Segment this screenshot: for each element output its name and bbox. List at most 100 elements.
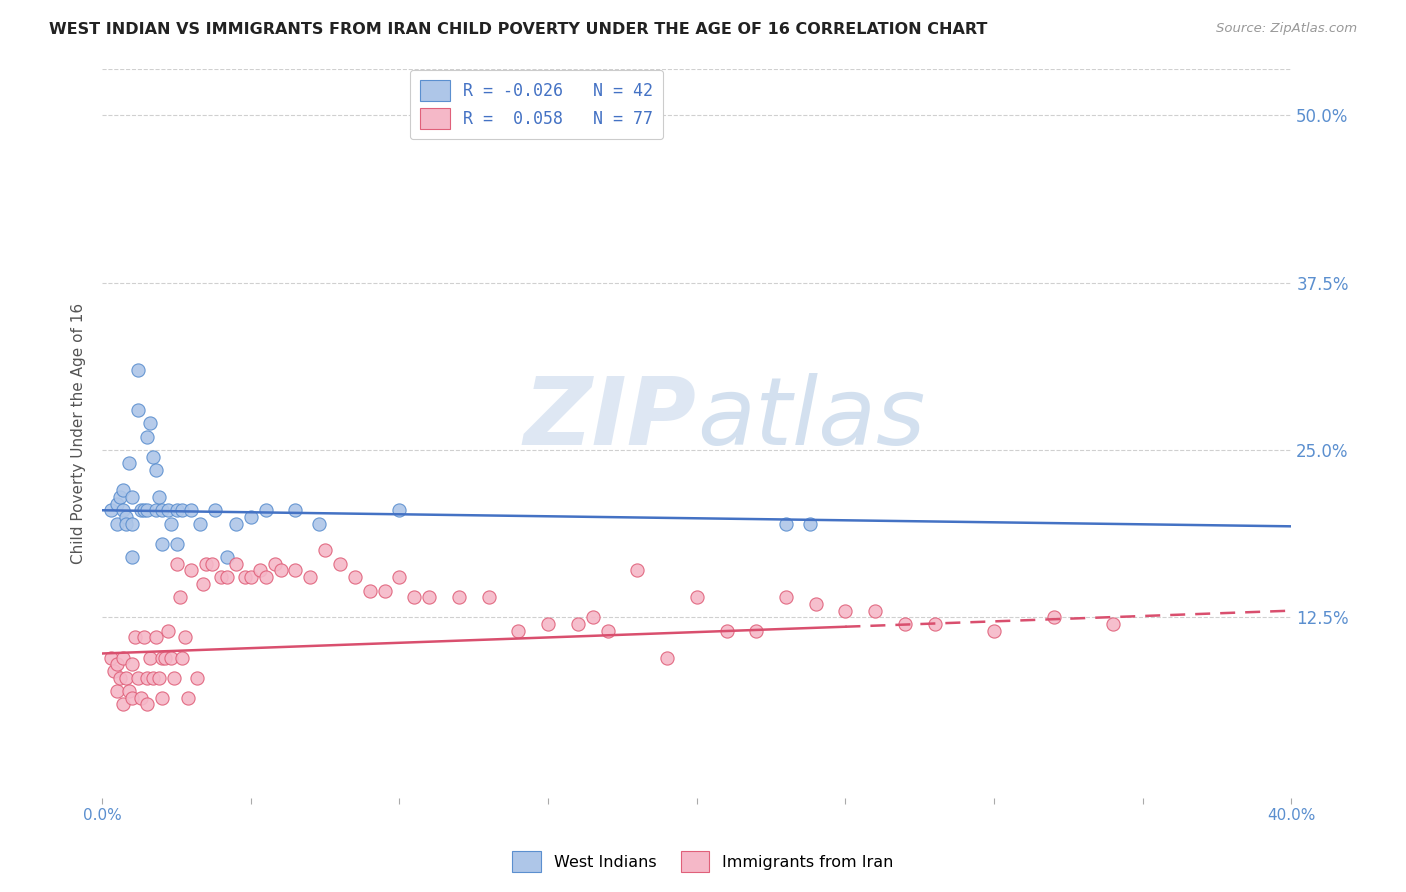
Point (655, 650, 678, 665)
Point (180, 564, 202, 578)
Point (100, 650, 122, 665)
Point (118, 684, 141, 698)
Point (359, 583, 381, 598)
Point (388, 570, 411, 584)
Point (284, 564, 307, 578)
Point (188, 516, 211, 531)
Point (270, 564, 292, 578)
Point (139, 416, 162, 430)
Y-axis label: Child Poverty Under the Age of 16: Child Poverty Under the Age of 16 (72, 302, 86, 564)
Point (924, 617, 946, 632)
Point (172, 503, 194, 517)
Point (103, 664, 125, 678)
Point (166, 557, 188, 571)
Point (239, 510, 262, 524)
Point (132, 503, 155, 517)
Point (156, 624, 179, 638)
Point (135, 671, 157, 685)
Text: Source: ZipAtlas.com: Source: ZipAtlas.com (1216, 22, 1357, 36)
Point (249, 564, 271, 578)
Point (121, 550, 143, 565)
Point (626, 564, 648, 578)
Point (745, 624, 768, 638)
Point (508, 624, 530, 638)
Point (105, 497, 128, 511)
Point (121, 516, 143, 531)
Point (129, 503, 152, 517)
Point (177, 690, 200, 705)
Point (132, 631, 155, 645)
Point (172, 650, 194, 665)
Point (834, 604, 856, 618)
Point (150, 503, 173, 517)
Point (799, 516, 821, 531)
Point (108, 490, 131, 504)
Point (686, 591, 709, 605)
Point (447, 591, 470, 605)
Text: atlas: atlas (697, 373, 925, 464)
Point (239, 570, 262, 584)
Point (418, 591, 440, 605)
Point (150, 650, 173, 665)
Point (142, 671, 165, 685)
Point (150, 690, 173, 705)
Point (145, 463, 167, 477)
Point (299, 570, 322, 584)
Point (374, 583, 396, 598)
Point (308, 516, 330, 531)
Point (201, 557, 224, 571)
Point (195, 557, 218, 571)
Point (343, 570, 366, 584)
Point (145, 503, 167, 517)
Point (105, 657, 128, 672)
Point (775, 591, 797, 605)
Point (108, 671, 131, 685)
Point (169, 591, 191, 605)
Point (135, 503, 157, 517)
Point (121, 690, 143, 705)
Legend: West Indians, Immigrants from Iran: West Indians, Immigrants from Iran (505, 843, 901, 880)
Point (225, 557, 247, 571)
Point (127, 671, 149, 685)
Point (111, 698, 134, 712)
Point (263, 557, 285, 571)
Point (115, 671, 138, 685)
Point (233, 570, 256, 584)
Point (139, 650, 162, 665)
Point (404, 591, 426, 605)
Point (118, 457, 141, 471)
Point (478, 591, 501, 605)
Point (284, 503, 307, 517)
Point (127, 402, 149, 417)
Point (162, 671, 184, 685)
Point (254, 503, 277, 517)
Point (217, 570, 239, 584)
Point (115, 516, 138, 531)
Point (388, 503, 411, 517)
Text: WEST INDIAN VS IMMIGRANTS FROM IRAN CHILD POVERTY UNDER THE AGE OF 16 CORRELATIO: WEST INDIAN VS IMMIGRANTS FROM IRAN CHIL… (49, 22, 987, 37)
Point (148, 490, 170, 504)
Point (804, 597, 827, 611)
Point (1042, 610, 1064, 624)
Point (1102, 617, 1125, 632)
Point (596, 624, 619, 638)
Point (174, 631, 197, 645)
Point (135, 430, 157, 444)
Point (124, 631, 146, 645)
Point (166, 503, 188, 517)
Point (863, 604, 886, 618)
Point (121, 657, 143, 672)
Point (127, 362, 149, 376)
Legend: R = -0.026   N = 42, R =  0.058   N = 77: R = -0.026 N = 42, R = 0.058 N = 77 (409, 70, 662, 139)
Point (204, 503, 226, 517)
Point (111, 650, 134, 665)
Point (217, 550, 239, 565)
Point (150, 537, 173, 551)
Point (329, 557, 352, 571)
Text: ZIP: ZIP (524, 373, 697, 465)
Point (775, 516, 797, 531)
Point (983, 624, 1005, 638)
Point (209, 570, 232, 584)
Point (537, 617, 560, 632)
Point (186, 671, 208, 685)
